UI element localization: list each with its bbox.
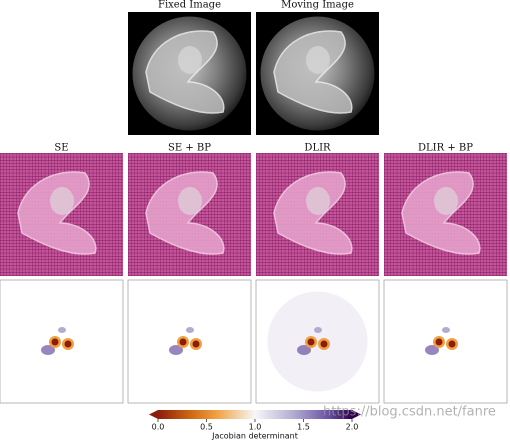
jacobian-blob xyxy=(186,327,194,333)
panel-title: Fixed Image xyxy=(158,0,221,11)
panel-title: Moving Image xyxy=(281,0,354,11)
colorbar-tick-label: 0.0 xyxy=(152,423,165,432)
grid-panel xyxy=(128,153,251,276)
watermark: https://blog.csdn.net/fanre xyxy=(323,405,496,420)
jacobian-blob xyxy=(435,338,443,346)
colorbar-extend-low xyxy=(149,410,158,419)
colorbar-tick-label: 2.0 xyxy=(346,423,359,432)
anatomy xyxy=(306,46,330,74)
jacobian-blob xyxy=(425,345,439,355)
panel-title: SE + BP xyxy=(168,143,211,154)
panel-title: DLIR xyxy=(304,143,331,154)
jacobian-blob xyxy=(307,338,315,346)
anatomy xyxy=(306,187,330,215)
mri-panel xyxy=(256,12,379,135)
colorbar-tick-label: 1.5 xyxy=(297,423,310,432)
jacobian-blob xyxy=(448,340,456,348)
jacobian-image xyxy=(127,279,252,404)
jacobian-blob xyxy=(297,345,311,355)
panel-title: DLIR + BP xyxy=(418,143,473,154)
jacobian-blob xyxy=(58,327,66,333)
jacobian-image xyxy=(0,279,124,404)
jacobian-image xyxy=(383,279,508,404)
colorbar xyxy=(158,410,352,419)
jacobian-panel xyxy=(383,279,508,404)
jacobian-panel xyxy=(127,279,252,404)
jacobian-panel xyxy=(255,279,380,404)
anatomy xyxy=(178,46,202,74)
jacobian-blob xyxy=(442,327,450,333)
jacobian-blob xyxy=(320,340,328,348)
jacobian-blob xyxy=(41,345,55,355)
jacobian-noise xyxy=(267,291,368,392)
jacobian-blob xyxy=(51,338,59,346)
anatomy xyxy=(50,187,74,215)
grid-panel xyxy=(0,153,123,276)
jacobian-blob xyxy=(314,327,322,333)
jacobian-blob xyxy=(192,340,200,348)
jacobian-panel xyxy=(0,279,124,404)
mri-panel xyxy=(128,12,251,135)
panel-title: SE xyxy=(54,143,68,154)
colorbar-extend-high xyxy=(352,410,361,419)
jacobian-blob xyxy=(179,338,187,346)
colorbar-tick-label: 0.5 xyxy=(200,423,213,432)
jacobian-blob xyxy=(169,345,183,355)
grid-panel xyxy=(256,153,379,276)
colorbar-label: Jacobian determinant xyxy=(211,432,298,440)
anatomy xyxy=(434,187,458,215)
grid-panel xyxy=(384,153,507,276)
colorbar-tick-label: 1.0 xyxy=(249,423,262,432)
anatomy xyxy=(178,187,202,215)
jacobian-blob xyxy=(64,340,72,348)
